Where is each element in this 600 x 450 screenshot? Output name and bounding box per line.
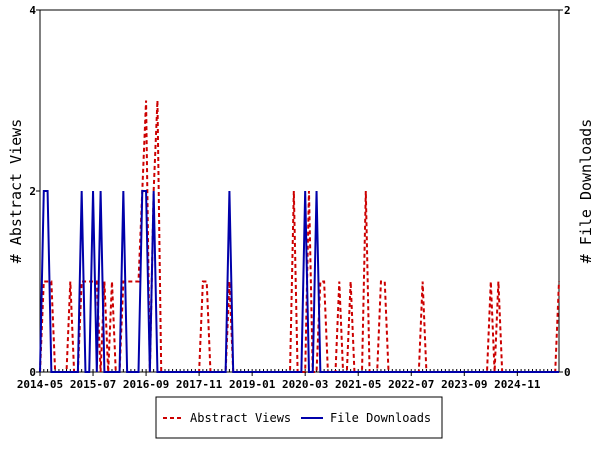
series-layer (39, 100, 560, 373)
y-left-tick-label: 2 (29, 185, 36, 198)
y-right-axis-title: # File Downloads (577, 119, 595, 264)
y-right-tick-label: 2 (564, 4, 571, 17)
y-left-axis: 0 2 4 (29, 4, 40, 379)
x-tick-label: 2024-11 (494, 378, 541, 391)
x-tick-label: 2021-05 (335, 378, 381, 391)
x-tick-label: 2019-01 (229, 378, 276, 391)
legend-box (155, 396, 443, 439)
legend-label-file-downloads: File Downloads (330, 411, 431, 425)
x-tick-label: 2015-07 (70, 378, 116, 391)
y-left-tick-label: 0 (29, 366, 36, 379)
y-right-tick-label: 0 (564, 366, 571, 379)
x-tick-label: 2016-09 (123, 378, 169, 391)
x-tick-label: 2020-03 (282, 378, 328, 391)
series-line-file-downloads (39, 190, 559, 373)
x-tick-label: 2023-09 (441, 378, 487, 391)
x-tick-label: 2014-05 (17, 378, 63, 391)
x-tick-label: 2017-11 (176, 378, 223, 391)
x-axis: 2014-05 2015-07 2016-09 2017-11 2019-01 2020-… (17, 372, 541, 391)
y-left-tick-label: 4 (29, 4, 36, 17)
x-tick-label: 2022-07 (388, 378, 434, 391)
y-left-axis-title: # Abstract Views (7, 119, 25, 264)
plot-frame (39, 9, 560, 373)
y-right-axis: 02 (559, 4, 571, 379)
legend-label-abstract-views: Abstract Views (190, 411, 291, 425)
legend: Abstract Views File Downloads (155, 396, 443, 439)
